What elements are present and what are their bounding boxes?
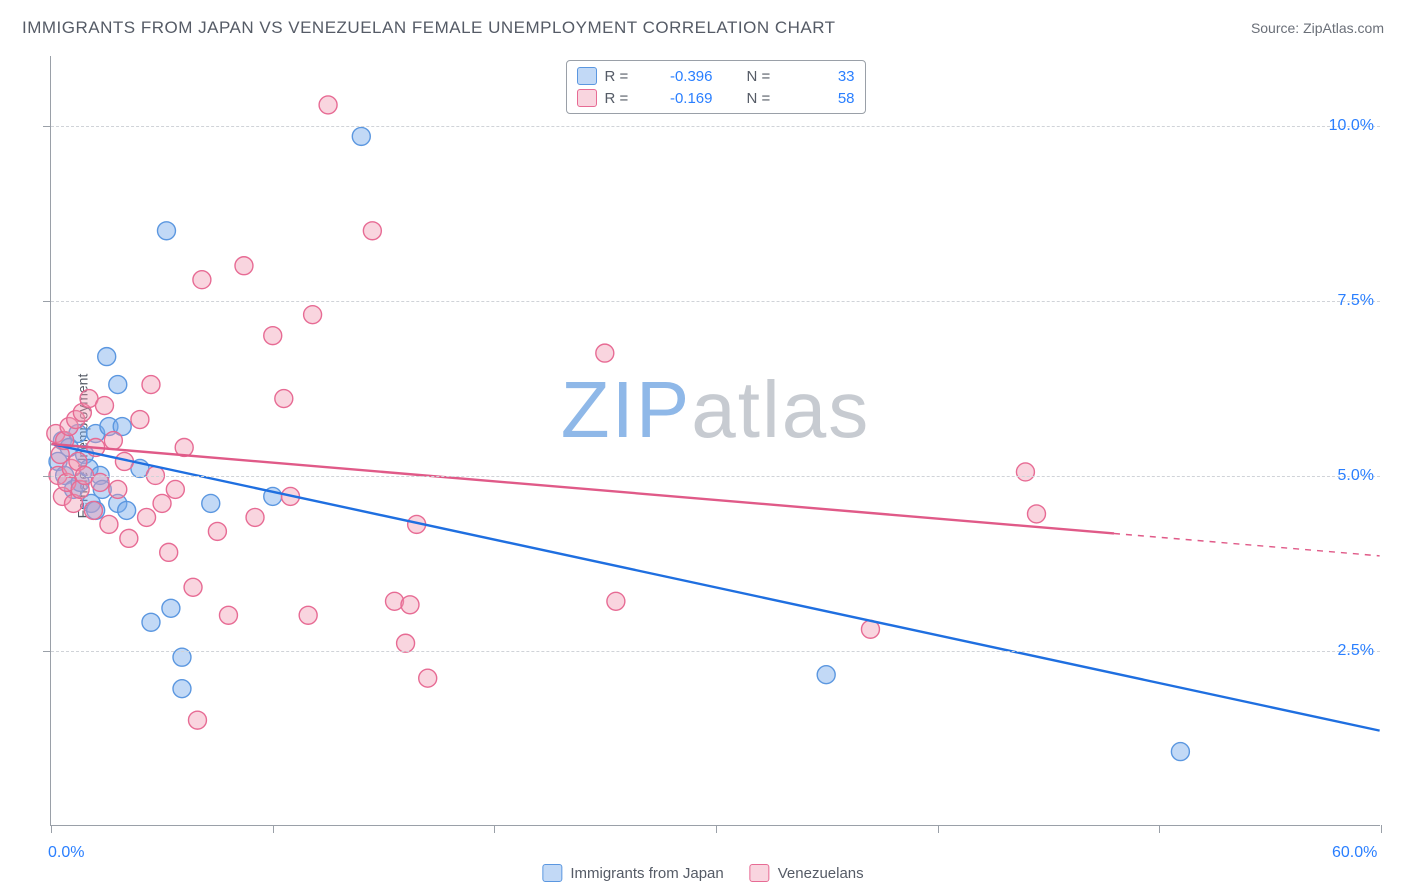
x-tick-mark [938,825,939,833]
x-tick-mark [51,825,52,833]
y-tick-label: 10.0% [1329,117,1374,135]
venezuelans-point [208,522,226,540]
japan-point [109,376,127,394]
series-legend: Immigrants from Japan Venezuelans [542,864,863,882]
venezuelans-point [160,543,178,561]
venezuelans-point [84,501,102,519]
legend-row-japan: R = -0.396 N = 33 [577,65,855,87]
r-label: R = [605,68,645,85]
japan-trend-line [51,444,1379,731]
legend-item-venezuelans[interactable]: Venezuelans [750,864,864,882]
venezuelans-point [138,508,156,526]
y-tick-mark [43,126,51,127]
venezuelans-point [264,327,282,345]
venezuelans-swatch [577,89,597,107]
venezuelans-point [419,669,437,687]
correlation-legend: R = -0.396 N = 33 R = -0.169 N = 58 [566,60,866,114]
x-tick-mark [716,825,717,833]
venezuelans-point [166,480,184,498]
chart-svg [51,56,1380,825]
chart-title: IMMIGRANTS FROM JAPAN VS VENEZUELAN FEMA… [22,18,836,38]
venezuelans-point [184,578,202,596]
venezuelans-point [319,96,337,114]
venezuelans-point [607,592,625,610]
japan-swatch [542,864,562,882]
y-tick-label: 5.0% [1338,467,1374,485]
venezuelans-point [596,344,614,362]
r-value: -0.396 [653,68,713,85]
n-label: N = [747,68,787,85]
y-tick-mark [43,476,51,477]
venezuelans-point [142,376,160,394]
r-label: R = [605,90,645,107]
venezuelans-point [304,306,322,324]
venezuelans-point [120,529,138,547]
x-axis-max-label: 60.0% [1332,844,1377,862]
x-tick-mark [1381,825,1382,833]
venezuelans-point [96,397,114,415]
venezuelans-point [397,634,415,652]
japan-point [98,348,116,366]
venezuelans-point [100,515,118,533]
legend-row-venezuelans: R = -0.169 N = 58 [577,87,855,109]
venezuelans-point [275,390,293,408]
venezuelans-point [246,508,264,526]
y-tick-mark [43,301,51,302]
x-tick-mark [494,825,495,833]
venezuelans-point [188,711,206,729]
y-tick-mark [43,651,51,652]
japan-point [173,680,191,698]
venezuelans-point [104,432,122,450]
japan-point [157,222,175,240]
grid-line [51,476,1380,477]
venezuelans-point [1028,505,1046,523]
japan-point [202,494,220,512]
japan-point [142,613,160,631]
source-attribution: Source: ZipAtlas.com [1251,20,1384,36]
source-label: Source: [1251,20,1299,36]
x-axis-min-label: 0.0% [48,844,84,862]
y-tick-label: 2.5% [1338,642,1374,660]
grid-line [51,126,1380,127]
venezuelans-trend-line [51,444,1114,533]
y-tick-label: 7.5% [1338,292,1374,310]
venezuelans-trend-line-extrapolated [1114,533,1380,555]
title-row: IMMIGRANTS FROM JAPAN VS VENEZUELAN FEMA… [22,18,1384,38]
legend-item-japan[interactable]: Immigrants from Japan [542,864,723,882]
chart-plot-area: ZIPatlas R =-0.396N =33R =-0.169N =58 2.… [50,56,1380,826]
japan-point [817,666,835,684]
n-value: 58 [795,90,855,107]
grid-line [51,651,1380,652]
venezuelans-point [401,596,419,614]
venezuelans-point [193,271,211,289]
x-tick-mark [273,825,274,833]
n-value: 33 [795,68,855,85]
legend-label: Immigrants from Japan [570,865,723,882]
grid-line [51,301,1380,302]
venezuelans-point [363,222,381,240]
venezuelans-swatch [750,864,770,882]
r-value: -0.169 [653,90,713,107]
venezuelans-point [1016,463,1034,481]
venezuelans-point [131,411,149,429]
japan-point [118,501,136,519]
venezuelans-point [153,494,171,512]
venezuelans-point [109,480,127,498]
x-tick-mark [1159,825,1160,833]
legend-label: Venezuelans [778,865,864,882]
n-label: N = [747,90,787,107]
venezuelans-point [219,606,237,624]
venezuelans-point [235,257,253,275]
japan-swatch [577,67,597,85]
japan-point [1171,743,1189,761]
japan-point [352,127,370,145]
source-name[interactable]: ZipAtlas.com [1303,20,1384,36]
venezuelans-point [299,606,317,624]
japan-point [162,599,180,617]
